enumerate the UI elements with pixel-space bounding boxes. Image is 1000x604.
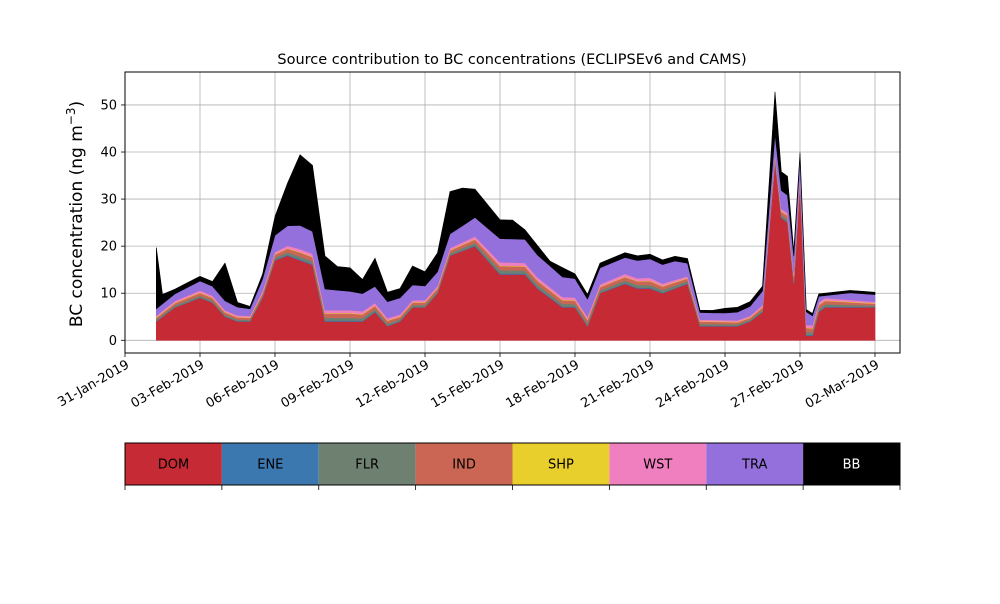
legend-label-wst: WST	[643, 458, 672, 473]
x-tick-label: 02-Mar-2019	[803, 357, 882, 411]
legend-swatch-flr	[318, 443, 416, 485]
y-tick-label: 40	[100, 146, 117, 161]
legend-label-shp: SHP	[548, 458, 574, 473]
plot-area: 0 10 20 30 40 50 31-Jan-201903-Feb-201906-Feb-…	[55, 71, 901, 412]
y-tick-label: 30	[100, 193, 117, 208]
legend-label-bb: BB	[843, 458, 861, 473]
y-tick-label: 0	[109, 334, 117, 349]
y-axis-label-close: )	[67, 101, 87, 108]
x-tick-label: 24-Feb-2019	[653, 357, 732, 411]
x-tick-label: 18-Feb-2019	[503, 357, 582, 411]
chart-title: Source contribution to BC concentrations…	[277, 52, 746, 68]
x-tick-label: 06-Feb-2019	[203, 357, 282, 411]
legend-swatch-tra	[706, 443, 804, 485]
x-tick-label: 03-Feb-2019	[128, 357, 207, 411]
x-tick-label: 21-Feb-2019	[578, 357, 657, 411]
legend-label-ind: IND	[452, 458, 476, 473]
y-tick-label: 50	[100, 98, 117, 113]
legend-label-ene: ENE	[257, 458, 283, 473]
legend-swatch-ind	[415, 443, 513, 485]
axes-frame	[124, 71, 901, 354]
legend-swatch-ene	[221, 443, 319, 485]
x-tick-label: 12-Feb-2019	[353, 357, 432, 411]
legend-colorbar: DOM ENE FLR IND SHP WST TRA BB	[124, 442, 901, 490]
x-tick-label: 15-Feb-2019	[428, 357, 507, 411]
area-series-bb	[156, 91, 876, 317]
y-tick-label: 10	[100, 287, 117, 302]
y-tick-label: 20	[100, 240, 117, 255]
y-axis-label-main: BC concentration (ng m	[67, 125, 87, 327]
legend-label-tra: TRA	[741, 458, 767, 473]
x-tick-label: 09-Feb-2019	[278, 357, 357, 411]
legend-label-flr: FLR	[355, 458, 379, 473]
legend-swatch-wst	[609, 443, 707, 485]
legend-swatch-dom	[125, 443, 222, 485]
y-axis-label: BC concentration (ng m−3)	[64, 101, 87, 327]
legend-swatch-bb	[803, 443, 900, 485]
legend-label-dom: DOM	[158, 458, 189, 473]
legend-swatch-shp	[512, 443, 610, 485]
x-tick-label: 31-Jan-2019	[55, 357, 132, 410]
x-tick-label: 27-Feb-2019	[728, 357, 807, 411]
y-axis-label-superscript: −3	[64, 107, 78, 125]
